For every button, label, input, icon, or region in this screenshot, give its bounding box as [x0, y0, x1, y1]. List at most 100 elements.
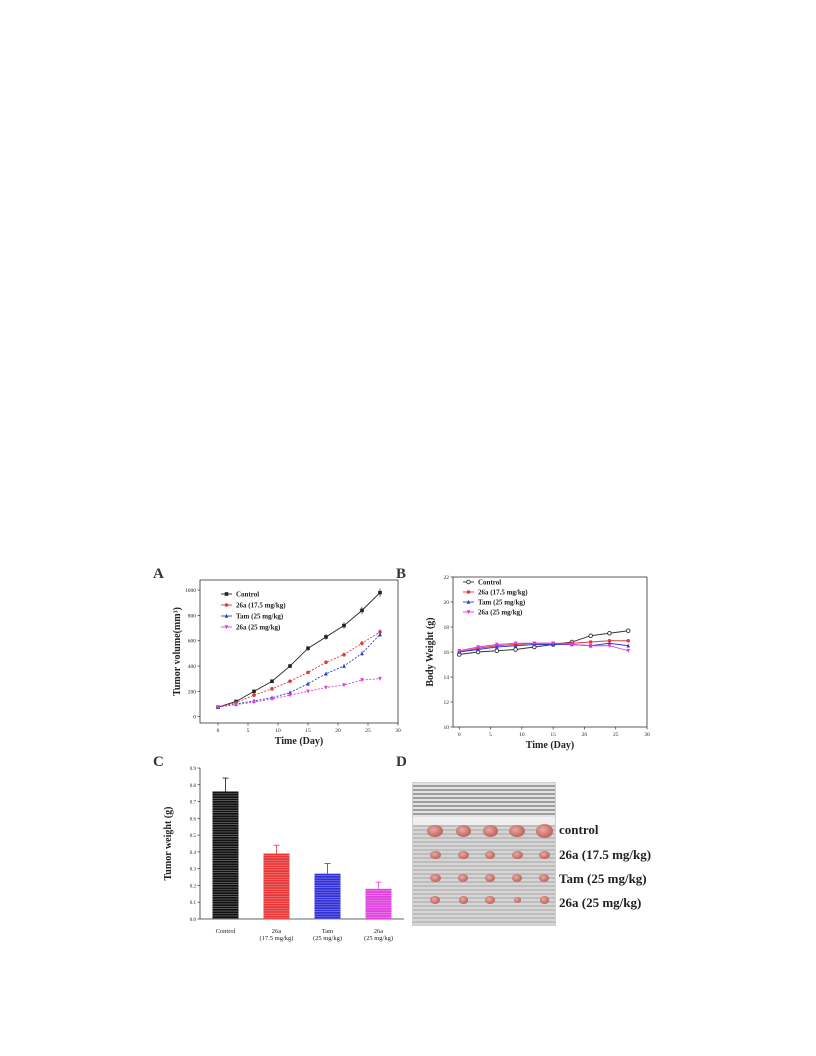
- data-point: [360, 641, 364, 646]
- y-tick-label: 10: [444, 725, 450, 731]
- data-point: [494, 648, 500, 654]
- data-point: [288, 693, 292, 698]
- legend-marker: [466, 579, 471, 585]
- category-label: Tam: [322, 928, 333, 935]
- tumor-sample: [458, 896, 468, 904]
- legend-marker: [224, 625, 229, 630]
- y-tick-label: 1000: [185, 588, 196, 594]
- y-tick-label: 0.3: [190, 868, 197, 873]
- y-tick-label: 14: [444, 675, 450, 681]
- y-axis-label: Tumor volume(mm³): [172, 607, 183, 696]
- data-point: [378, 590, 382, 595]
- data-point: [324, 671, 328, 676]
- data-point: [270, 687, 274, 691]
- series-line: [217, 592, 381, 708]
- tumor-sample: [458, 874, 468, 882]
- data-point: [306, 681, 310, 686]
- tumor-sample: [429, 850, 441, 860]
- data-point: [532, 641, 537, 646]
- data-point: [252, 700, 256, 705]
- category-label: (25 mg/kg): [313, 935, 342, 942]
- x-tick-label: 30: [395, 728, 401, 734]
- data-point: [607, 631, 612, 636]
- x-axis-label: Time (Day): [275, 736, 323, 747]
- bar: [212, 791, 239, 919]
- panel-letter-d: D: [396, 754, 407, 770]
- x-tick-label: 0: [217, 728, 220, 734]
- y-axis-label: Body Weight (g): [425, 617, 436, 686]
- y-tick-label: 200: [188, 689, 197, 695]
- data-point: [306, 646, 310, 651]
- tumor-photo: [412, 782, 556, 926]
- series-line: [217, 634, 381, 708]
- x-tick-label: 20: [335, 728, 341, 734]
- y-tick-label: 12: [444, 700, 450, 706]
- data-point: [306, 689, 310, 694]
- data-point: [306, 670, 310, 675]
- data-point: [252, 689, 256, 694]
- data-point: [607, 643, 612, 649]
- legend-marker: [224, 613, 229, 618]
- legend-marker: [224, 592, 229, 596]
- y-tick-label: 0.6: [190, 817, 197, 822]
- y-tick-label: 22: [444, 575, 450, 581]
- data-point: [252, 693, 256, 697]
- data-point: [360, 608, 364, 613]
- data-point: [324, 685, 328, 690]
- tumor-sample: [509, 824, 525, 838]
- data-point: [625, 628, 631, 634]
- data-point: [288, 664, 292, 668]
- legend-label: 26a (25 mg/kg): [236, 624, 281, 632]
- data-point: [378, 632, 382, 637]
- legend-label: 26a (17.5 mg/kg): [236, 602, 286, 610]
- data-point: [626, 643, 631, 648]
- tumor-sample: [511, 850, 523, 860]
- legend-label: 26a (17.5 mg/kg): [478, 589, 528, 597]
- data-point: [513, 647, 518, 652]
- x-tick-label: 10: [519, 732, 525, 738]
- legend-label: Control: [478, 579, 501, 587]
- data-point: [457, 648, 462, 654]
- y-tick-label: 16: [444, 650, 450, 656]
- data-point: [342, 683, 346, 688]
- category-label: (17.5 mg/kg): [260, 935, 294, 942]
- data-point: [378, 676, 382, 682]
- data-point: [270, 679, 274, 684]
- y-tick-label: 0.2: [190, 884, 197, 889]
- data-point: [324, 635, 328, 639]
- data-point: [495, 642, 499, 647]
- data-point: [588, 633, 593, 639]
- data-point: [216, 705, 220, 710]
- photo-tray: [413, 817, 555, 825]
- y-tick-label: 600: [188, 639, 197, 645]
- x-tick-label: 15: [550, 732, 556, 738]
- tumor-sample: [512, 874, 522, 882]
- category-label: 26a: [374, 928, 384, 935]
- data-point: [476, 645, 480, 650]
- y-tick-label: 0.0: [190, 918, 197, 923]
- tumor-sample: [485, 896, 495, 904]
- legend-label: Control: [236, 591, 259, 599]
- legend-marker: [466, 599, 471, 604]
- data-point: [360, 651, 364, 656]
- x-tick-label: 5: [489, 732, 492, 738]
- category-label: (25 mg/kg): [364, 935, 393, 942]
- data-point: [288, 679, 292, 684]
- data-point: [324, 660, 328, 665]
- y-tick-label: 0.9: [190, 767, 197, 772]
- y-tick-label: 0.5: [190, 834, 197, 839]
- x-tick-label: 0: [458, 732, 461, 738]
- y-tick-label: 0.8: [190, 784, 197, 789]
- photo-ruler: [413, 783, 555, 817]
- data-point: [342, 663, 346, 668]
- y-tick-label: 400: [188, 664, 197, 670]
- series-line: [459, 630, 629, 655]
- y-axis-label: Tumor weight (g): [163, 807, 174, 881]
- photo-label-control: control: [559, 822, 599, 837]
- bar: [314, 873, 341, 919]
- data-point: [626, 648, 631, 654]
- y-tick-label: 0.7: [190, 801, 197, 806]
- category-label: Control: [216, 928, 236, 935]
- category-label: 26a: [272, 928, 282, 935]
